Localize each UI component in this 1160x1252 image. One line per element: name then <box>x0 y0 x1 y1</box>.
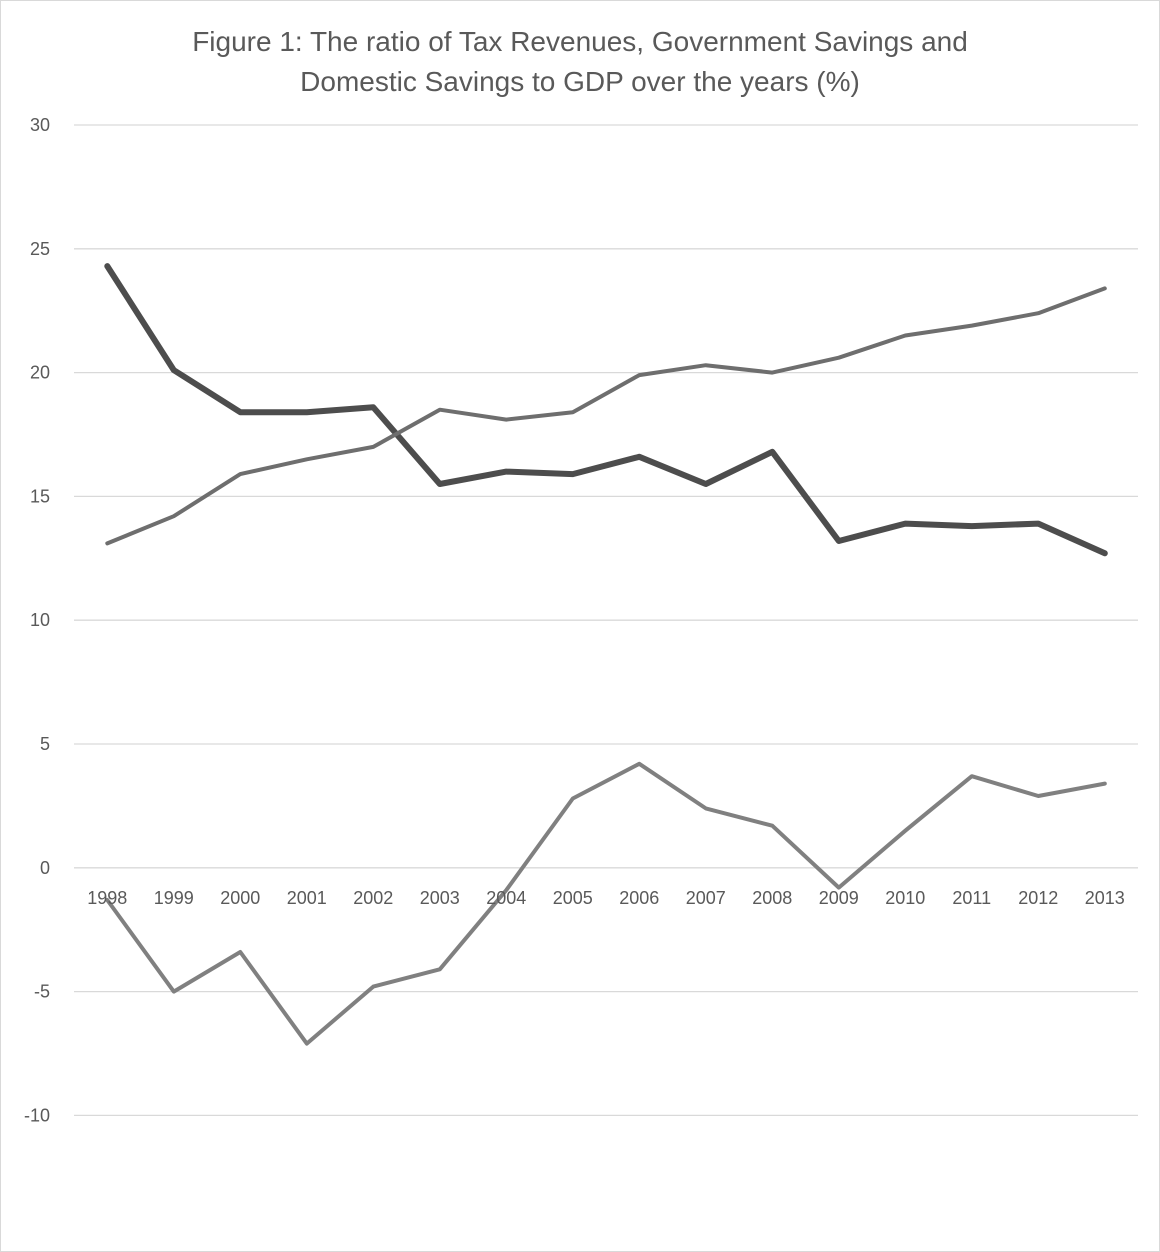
x-tick-label-2004: 2004 <box>486 888 526 908</box>
x-tick-label-2012: 2012 <box>1018 888 1058 908</box>
chart-title-line-1: Figure 1: The ratio of Tax Revenues, Gov… <box>192 26 968 57</box>
series-lines <box>104 263 1108 1046</box>
gridlines <box>74 124 1138 1117</box>
y-tick-label: 30 <box>30 115 50 135</box>
y-tick-label: 20 <box>30 363 50 383</box>
y-tick-label: -5 <box>34 982 50 1002</box>
x-tick-label-2002: 2002 <box>353 888 393 908</box>
x-tick-label-2005: 2005 <box>553 888 593 908</box>
x-tick-label-2010: 2010 <box>885 888 925 908</box>
y-tick-label: 25 <box>30 239 50 259</box>
x-tick-label-2013: 2013 <box>1085 888 1125 908</box>
y-tick-label: 0 <box>40 858 50 878</box>
chart-title: Figure 1: The ratio of Tax Revenues, Gov… <box>0 22 1160 102</box>
series-line-3 <box>105 761 1107 1046</box>
x-tick-label-1998: 1998 <box>87 888 127 908</box>
x-tick-label-2006: 2006 <box>619 888 659 908</box>
x-tick-label-2008: 2008 <box>752 888 792 908</box>
x-tick-label-2001: 2001 <box>287 888 327 908</box>
x-tick-label-2003: 2003 <box>420 888 460 908</box>
chart-title-line-2: Domestic Savings to GDP over the years (… <box>300 66 860 97</box>
x-axis-tick-labels: 1998 1999 2000 2001 2002 2003 2004 2005 2006 2007… <box>87 888 1125 908</box>
x-tick-label-2000: 2000 <box>220 888 260 908</box>
series-line-1 <box>104 263 1108 557</box>
y-tick-label: 15 <box>30 486 50 506</box>
y-axis-tick-labels: 30 25 20 15 10 5 0 -5 -10 <box>24 115 50 1125</box>
x-tick-label-2009: 2009 <box>819 888 859 908</box>
x-tick-label-1999: 1999 <box>154 888 194 908</box>
y-tick-label: -10 <box>24 1105 50 1125</box>
y-tick-label: 10 <box>30 610 50 630</box>
x-tick-label-2011: 2011 <box>952 888 991 908</box>
series-line-2 <box>105 286 1107 546</box>
x-tick-label-2007: 2007 <box>686 888 726 908</box>
y-tick-label: 5 <box>40 734 50 754</box>
